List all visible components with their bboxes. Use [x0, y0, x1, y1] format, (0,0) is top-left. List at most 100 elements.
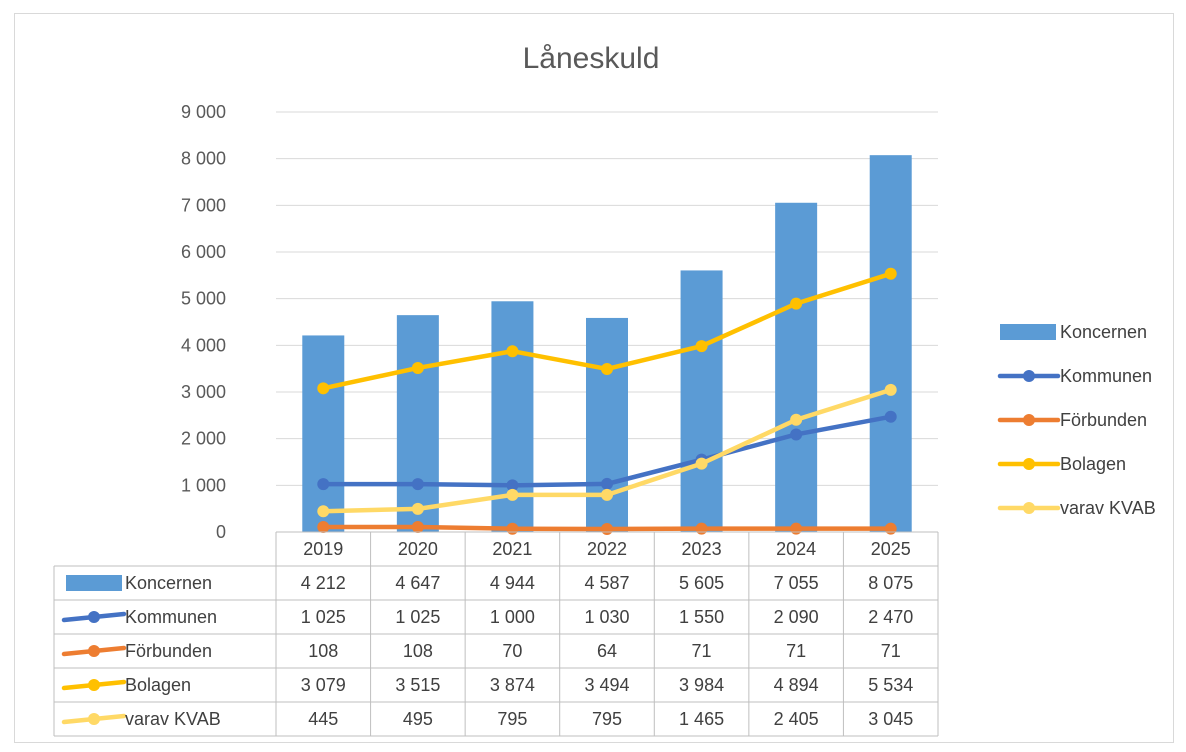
table-cell-value: 1 025: [395, 607, 440, 627]
table-cell-value: 1 550: [679, 607, 724, 627]
legend-entry: Koncernen: [1060, 322, 1147, 342]
table-cell-value: 1 025: [301, 607, 346, 627]
y-tick-label: 0: [216, 522, 226, 542]
point-bolagen: [884, 267, 897, 280]
table-cell-value: 64: [597, 641, 617, 661]
point-kommunen: [884, 410, 897, 423]
table-cell-value: 3 079: [301, 675, 346, 695]
legend-entry: Bolagen: [1060, 454, 1126, 474]
point-varav-kvab: [506, 488, 519, 501]
table-cell-value: 4 894: [774, 675, 819, 695]
x-tick-label: 2019: [303, 539, 343, 559]
table-key-marker-bolagen: [88, 679, 100, 691]
table-row-label: Koncernen: [125, 573, 212, 593]
y-tick-label: 4 000: [181, 335, 226, 355]
x-tick-label: 2022: [587, 539, 627, 559]
bar-koncernen: [396, 315, 439, 532]
point-f-rbunden: [506, 522, 519, 535]
legend-entry: Kommunen: [1060, 366, 1152, 386]
bar-koncernen: [775, 202, 818, 532]
table-cell-value: 71: [692, 641, 712, 661]
table-cell-value: 1 000: [490, 607, 535, 627]
table-row-label: Bolagen: [125, 675, 191, 695]
point-kommunen: [506, 479, 519, 492]
point-varav-kvab: [601, 488, 613, 501]
table-cell-value: 1 030: [584, 607, 629, 627]
point-varav-kvab: [695, 457, 708, 470]
y-tick-label: 9 000: [181, 102, 226, 122]
point-kommunen: [790, 428, 803, 441]
table-cell-value: 495: [403, 709, 433, 729]
legend-entry: Förbunden: [1060, 410, 1147, 430]
y-tick-label: 2 000: [181, 429, 226, 449]
table-cell-value: 71: [786, 641, 806, 661]
y-tick-label: 8 000: [181, 149, 226, 169]
table-cell-value: 1 465: [679, 709, 724, 729]
point-f-rbunden: [695, 522, 708, 535]
point-varav-kvab: [411, 502, 424, 515]
x-tick-label: 2020: [398, 539, 438, 559]
table-cell-value: 2 405: [774, 709, 819, 729]
point-f-rbunden: [884, 522, 897, 535]
table-cell-value: 795: [592, 709, 622, 729]
table-cell-value: 2 470: [868, 607, 913, 627]
legend-key-marker-kommunen: [1023, 370, 1035, 382]
x-tick-label: 2021: [492, 539, 532, 559]
point-bolagen: [506, 345, 519, 358]
table-cell-value: 71: [881, 641, 901, 661]
table-cell-value: 2 090: [774, 607, 819, 627]
x-tick-label: 2025: [871, 539, 911, 559]
point-f-rbunden: [411, 520, 424, 533]
table-cell-value: 108: [403, 641, 433, 661]
table-cell-value: 4 944: [490, 573, 535, 593]
legend-key-marker-bolagen: [1023, 458, 1035, 470]
legend-key-koncernen: [1000, 324, 1056, 340]
table-cell-value: 795: [497, 709, 527, 729]
point-f-rbunden: [790, 522, 803, 535]
y-tick-label: 6 000: [181, 242, 226, 262]
table-row-label: Förbunden: [125, 641, 212, 661]
table-key-marker-varav-kvab: [88, 713, 100, 725]
y-tick-label: 7 000: [181, 195, 226, 215]
chart-title: Låneskuld: [523, 42, 660, 75]
bar-koncernen: [680, 270, 723, 532]
point-kommunen: [601, 477, 613, 490]
data-table: 2019 2020 2021 2022 2023 2024 2025 Koncernen 4 2…: [53, 531, 939, 737]
table-row-label: varav KVAB: [125, 709, 221, 729]
point-f-rbunden: [601, 523, 613, 536]
point-bolagen: [601, 362, 613, 375]
y-tick-label: 1 000: [181, 475, 226, 495]
table-cell-value: 3 984: [679, 675, 724, 695]
y-tick-label: 5 000: [181, 289, 226, 309]
table-key-marker-kommunen: [88, 611, 100, 623]
table-cell-value: 7 055: [774, 573, 819, 593]
point-bolagen: [790, 297, 803, 310]
table-key-marker-f-rbunden: [88, 645, 100, 657]
point-kommunen: [317, 478, 330, 491]
point-varav-kvab: [790, 413, 803, 426]
x-tick-label: 2024: [776, 539, 816, 559]
table-cell-value: 5 605: [679, 573, 724, 593]
table-cell-value: 4 647: [395, 573, 440, 593]
legend-key-marker-f-rbunden: [1023, 414, 1035, 426]
table-key-koncernen: [66, 575, 122, 591]
table-cell-value: 4 587: [584, 573, 629, 593]
table-cell-value: 4 212: [301, 573, 346, 593]
table-row-label: Kommunen: [125, 607, 217, 627]
bar-koncernen: [869, 155, 912, 532]
point-varav-kvab: [317, 505, 330, 518]
table-cell-value: 3 045: [868, 709, 913, 729]
point-varav-kvab: [884, 383, 897, 396]
table-cell-value: 445: [308, 709, 338, 729]
point-kommunen: [411, 478, 424, 491]
legend-entry: varav KVAB: [1060, 498, 1156, 518]
bar-series: [302, 155, 912, 532]
point-f-rbunden: [317, 520, 330, 533]
point-bolagen: [695, 340, 708, 353]
point-bolagen: [411, 361, 424, 374]
table-cell-value: 70: [502, 641, 522, 661]
table-cell-value: 108: [308, 641, 338, 661]
table-cell-value: 3 515: [395, 675, 440, 695]
chart-frame: [14, 13, 1174, 743]
x-tick-label: 2023: [682, 539, 722, 559]
